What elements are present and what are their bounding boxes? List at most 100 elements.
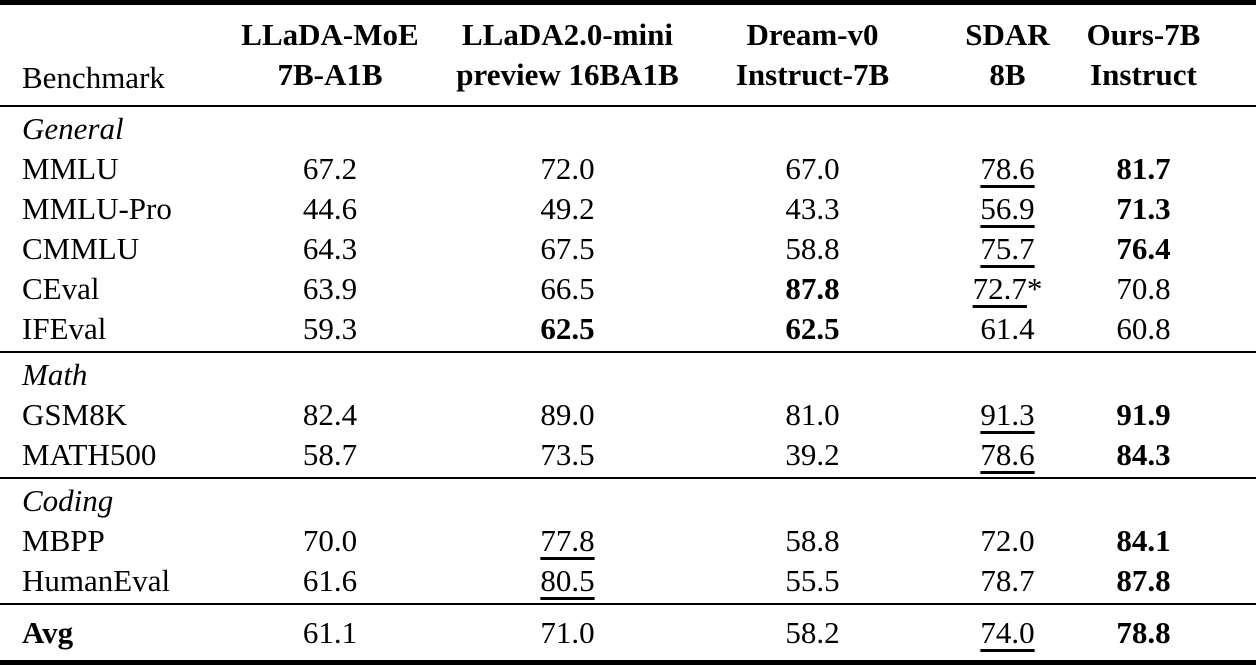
score-cell: 72.0 [940, 523, 1075, 559]
header-model-llada2-mini: LLaDA2.0-mini preview 16BA1B [450, 15, 685, 95]
score-value: 76.4 [1116, 231, 1171, 266]
score-value: 67.5 [540, 231, 595, 266]
score-value: 39.2 [785, 437, 840, 472]
score-cell: 82.4 [210, 397, 450, 433]
score-value: 87.8 [1116, 563, 1171, 598]
score-cell: 60.8 [1075, 311, 1256, 347]
score-value: 71.3 [1116, 191, 1171, 226]
header-model-line2: Instruct [1090, 57, 1197, 92]
score-cell: 63.9 [210, 271, 450, 307]
table-row-ifeval: IFEval 59.3 62.5 62.5 61.4 60.8 [0, 309, 1256, 349]
score-cell: 91.9 [1075, 397, 1256, 433]
score-value: 60.8 [1116, 311, 1171, 346]
section-label: General [22, 111, 124, 146]
table-row-mmlu-pro: MMLU-Pro 44.6 49.2 43.3 56.9 71.3 [0, 189, 1256, 229]
score-value: 78.7 [980, 563, 1035, 598]
score-value: 62.5 [785, 311, 840, 346]
score-cell: 91.3 [940, 397, 1075, 433]
benchmark-name: MMLU [22, 151, 119, 186]
score-value: 67.0 [785, 151, 840, 186]
benchmark-name: Avg [22, 614, 74, 650]
section-math: Math GSM8K 82.4 89.0 81.0 91.3 91.9 MATH500 58.7… [0, 353, 1256, 477]
top-rule [0, 0, 1256, 5]
section-label: Coding [22, 483, 114, 518]
score-value: 55.5 [785, 563, 840, 598]
score-cell: 58.8 [685, 231, 940, 267]
score-cell: 77.8 [450, 523, 685, 559]
header-model-line2: preview 16BA1B [456, 57, 679, 92]
score-cell: 67.0 [685, 151, 940, 187]
header-model-line1: Ours-7B [1086, 17, 1201, 52]
score-value: 78.6 [980, 151, 1035, 186]
score-value: 58.8 [785, 523, 840, 558]
score-cell: 87.8 [1075, 563, 1256, 599]
table-row-humaneval: HumanEval 61.6 80.5 55.5 78.7 87.8 [0, 561, 1256, 601]
score-value: 82.4 [302, 397, 358, 432]
score-value: 91.9 [1116, 397, 1171, 432]
score-value: 74.0 [980, 614, 1035, 650]
table-row-mmlu: MMLU 67.2 72.0 67.0 78.6 81.7 [0, 149, 1256, 189]
benchmark-name: CMMLU [22, 231, 140, 266]
table-body: General MMLU 67.2 72.0 67.0 78.6 81.7 MMLU-Pro 4… [0, 107, 1256, 660]
score-cell: 62.5 [685, 311, 940, 347]
score-cell: 70.0 [210, 523, 450, 559]
score-cell: 44.6 [210, 191, 450, 227]
score-cell: 67.2 [210, 151, 450, 187]
score-cell: 62.5 [450, 311, 685, 347]
score-cell: 59.3 [210, 311, 450, 347]
benchmark-name: CEval [22, 271, 100, 306]
score-cell: 71.3 [1075, 191, 1256, 227]
header-model-line1: LLaDA-MoE [241, 17, 419, 52]
benchmark-name: HumanEval [22, 563, 171, 598]
header-model-ours-7b: Ours-7B Instruct [1075, 15, 1256, 95]
score-cell: 61.6 [210, 563, 450, 599]
score-cell: 61.1 [210, 615, 450, 651]
header-model-line2: Instruct-7B [735, 57, 890, 92]
header-model-line2: 7B-A1B [277, 57, 383, 92]
table-row-avg: Avg 61.1 71.0 58.2 74.0 78.8 [0, 605, 1256, 660]
score-value: 49.2 [540, 191, 595, 226]
score-value: 59.3 [302, 311, 358, 346]
score-value: 78.8 [1116, 614, 1171, 650]
score-cell: 49.2 [450, 191, 685, 227]
section-divider-rule [0, 351, 1256, 353]
score-cell: 70.8 [1075, 271, 1256, 307]
header-model-line1: LLaDA2.0-mini [462, 17, 673, 52]
score-value: 58.7 [302, 437, 358, 472]
score-cell: 71.0 [450, 615, 685, 651]
table-row-math500: MATH500 58.7 73.5 39.2 78.6 84.3 [0, 435, 1256, 475]
score-value: 72.7 [972, 271, 1027, 306]
score-value: 91.3 [980, 397, 1035, 432]
table-header-row: Benchmark LLaDA-MoE 7B-A1B LLaDA2.0-mini… [0, 5, 1256, 105]
benchmark-name: MBPP [22, 523, 105, 558]
score-value: 72.0 [540, 151, 595, 186]
score-cell: 55.5 [685, 563, 940, 599]
score-value: 67.2 [302, 151, 358, 186]
table-row-cmmlu: CMMLU 64.3 67.5 58.8 75.7 76.4 [0, 229, 1256, 269]
score-value: 56.9 [980, 191, 1035, 226]
section-label-row: Math [0, 355, 1256, 395]
score-cell: 78.8 [1075, 615, 1256, 651]
benchmark-name: MMLU-Pro [22, 191, 172, 226]
section-label: Math [22, 357, 88, 392]
score-value: 44.6 [302, 191, 358, 226]
score-value: 84.3 [1116, 437, 1171, 472]
header-benchmark-label: Benchmark [22, 60, 165, 95]
section-general: General MMLU 67.2 72.0 67.0 78.6 81.7 MMLU-Pro 4… [0, 107, 1256, 351]
header-model-llada-moe: LLaDA-MoE 7B-A1B [210, 15, 450, 95]
score-value: 43.3 [785, 191, 840, 226]
score-value: 87.8 [785, 271, 840, 306]
score-cell: 81.7 [1075, 151, 1256, 187]
score-cell: 80.5 [450, 563, 685, 599]
score-value: 77.8 [540, 523, 595, 558]
score-cell: 67.5 [450, 231, 685, 267]
score-cell: 87.8 [685, 271, 940, 307]
score-value: 81.7 [1116, 151, 1171, 186]
header-model-line2: 8B [989, 57, 1026, 92]
header-model-dream-v0: Dream-v0 Instruct-7B [685, 15, 940, 95]
score-value: 70.8 [1116, 271, 1171, 306]
score-cell: 81.0 [685, 397, 940, 433]
score-value: 58.2 [785, 614, 840, 650]
section-coding: Coding MBPP 70.0 77.8 58.8 72.0 84.1 HumanEval 6… [0, 479, 1256, 603]
score-cell: 89.0 [450, 397, 685, 433]
